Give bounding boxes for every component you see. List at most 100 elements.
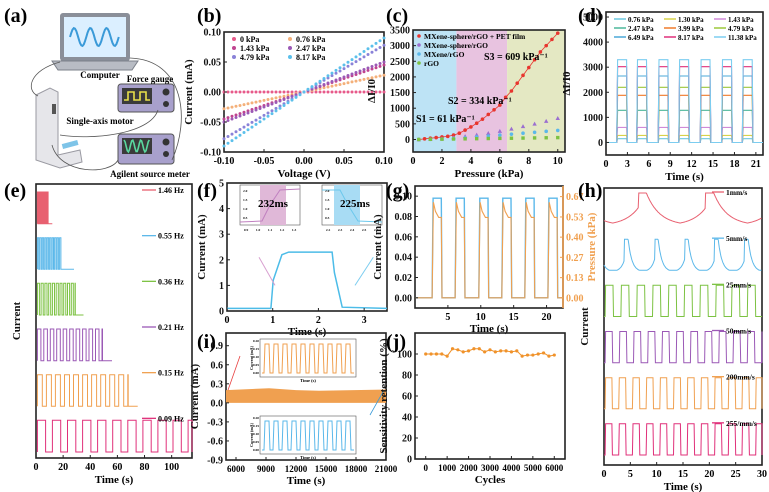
experimental-setup-schematic: Computer Force gauge Single-axis motor Agil… (30, 13, 190, 179)
data-point (556, 135, 560, 140)
inset-x-tick: 1.0 (256, 228, 261, 232)
data-point (463, 128, 467, 132)
data-point (474, 137, 479, 141)
data-point (450, 347, 455, 351)
y-tick-label: 20 (402, 434, 412, 445)
data-point (242, 131, 246, 134)
data-point (440, 352, 444, 356)
inset-y-tick: 1.5 (325, 198, 330, 202)
data-point (544, 136, 548, 140)
data-point (330, 74, 334, 78)
x-tick-label: 0 (225, 315, 230, 326)
x-tick-label: 9 (668, 159, 673, 170)
data-point (374, 63, 378, 67)
series-1.46Hz (36, 191, 53, 225)
x-tick-label: 0 (423, 463, 428, 473)
legend-label: MXene/rGO (424, 50, 465, 59)
y-tick-label: 2500 (390, 57, 410, 68)
inset-y-tick: 1.5 (243, 198, 248, 202)
data-point (483, 350, 487, 354)
x-axis-label: Pressure (kPa) (455, 168, 524, 180)
legend-label: 1.46 Hz (158, 186, 184, 195)
data-point (290, 90, 294, 94)
y-tick-label: -0.10 (200, 148, 221, 159)
legend-marker (288, 37, 292, 41)
data-point (294, 95, 298, 99)
data-point (342, 90, 346, 94)
screen-sine-wave (69, 26, 120, 48)
y-tick-label: 1000 (390, 104, 410, 115)
y-tick-label: 1000 (583, 113, 603, 124)
y-tick-label: 0.00 (566, 293, 584, 304)
legend-label: 3.99 kPa (678, 25, 704, 33)
y-tick-label: 0.10 (395, 192, 413, 203)
data-point (362, 50, 366, 53)
data-point (366, 66, 370, 70)
chart-c-sensitivity: MXene-sphere/rGO + PET filmMXene-sphere/… (366, 26, 566, 180)
data-point (254, 90, 258, 94)
series-0.21Hz (36, 328, 112, 362)
inset-curve (262, 420, 354, 451)
data-point (258, 107, 262, 110)
data-point (536, 352, 540, 356)
legend-label: 8.17 kPa (296, 53, 325, 62)
data-point (234, 104, 238, 108)
panel-label: (h) (578, 180, 602, 202)
data-point (544, 129, 548, 134)
data-point (532, 121, 537, 126)
data-point (504, 349, 508, 353)
inset-y-tick: 1.0 (325, 207, 330, 211)
data-point (266, 114, 270, 118)
y-tick-label: 0.10 (204, 28, 222, 39)
panel-label: (i) (197, 331, 216, 353)
legend-marker (417, 52, 421, 56)
knob-icon (162, 88, 170, 96)
data-point (246, 102, 250, 106)
panel-label: (a) (4, 5, 27, 27)
x-tick-label: 100 (164, 462, 179, 473)
data-point (362, 90, 366, 94)
inset-y-tick: 0.15 (253, 424, 259, 428)
legend-label: 0 kPa (240, 35, 259, 44)
inset-x-tick: 0.9 (244, 228, 249, 232)
x-tick-label: 15 (678, 469, 688, 480)
chart-g-current-pressure: 5 10 15 20 0.00 0.02 0.04 0.06 0.08 0.10 0.00 0.13 0… (372, 185, 598, 335)
data-point (358, 71, 362, 75)
y-axis-label: ΔI/I0 (561, 71, 573, 96)
data-point (250, 120, 254, 124)
data-point (334, 83, 338, 87)
inset-frame (259, 415, 357, 455)
inset-curve (322, 189, 383, 223)
data-point (461, 350, 465, 354)
stability-band (226, 388, 386, 403)
x-tick-label: 2 (439, 156, 444, 167)
data-point (417, 137, 421, 142)
data-point (326, 90, 330, 94)
data-point (498, 136, 502, 141)
x-tick-label: 5 (628, 469, 633, 480)
x-tick-label: 6 (646, 159, 651, 170)
x-tick-label: 0.10 (375, 156, 393, 167)
data-point (445, 134, 450, 139)
data-point (318, 84, 322, 88)
data-point (370, 76, 374, 80)
x-tick-label: 10 (652, 469, 662, 480)
x-tick-label: 40 (85, 462, 95, 473)
legend-marker (288, 46, 292, 50)
data-point (486, 136, 490, 141)
y-tick-label: 1500 (390, 88, 410, 99)
data-point (486, 131, 491, 136)
legend-marker (232, 37, 236, 41)
x-tick-label: 18000 (345, 464, 368, 474)
data-point (515, 81, 520, 85)
data-point (362, 68, 366, 71)
legend-label: MXene-sphere/rGO (424, 41, 488, 50)
y-tick-label: -0.6 (207, 436, 223, 447)
pressure-line (415, 202, 563, 299)
series-1mms (603, 192, 762, 224)
force-gauge-wave (124, 91, 150, 101)
x-tick-label: 18 (729, 159, 739, 170)
data-point (477, 347, 481, 351)
inset-y-tick: 0.10 (253, 355, 259, 359)
data-point (521, 136, 525, 140)
